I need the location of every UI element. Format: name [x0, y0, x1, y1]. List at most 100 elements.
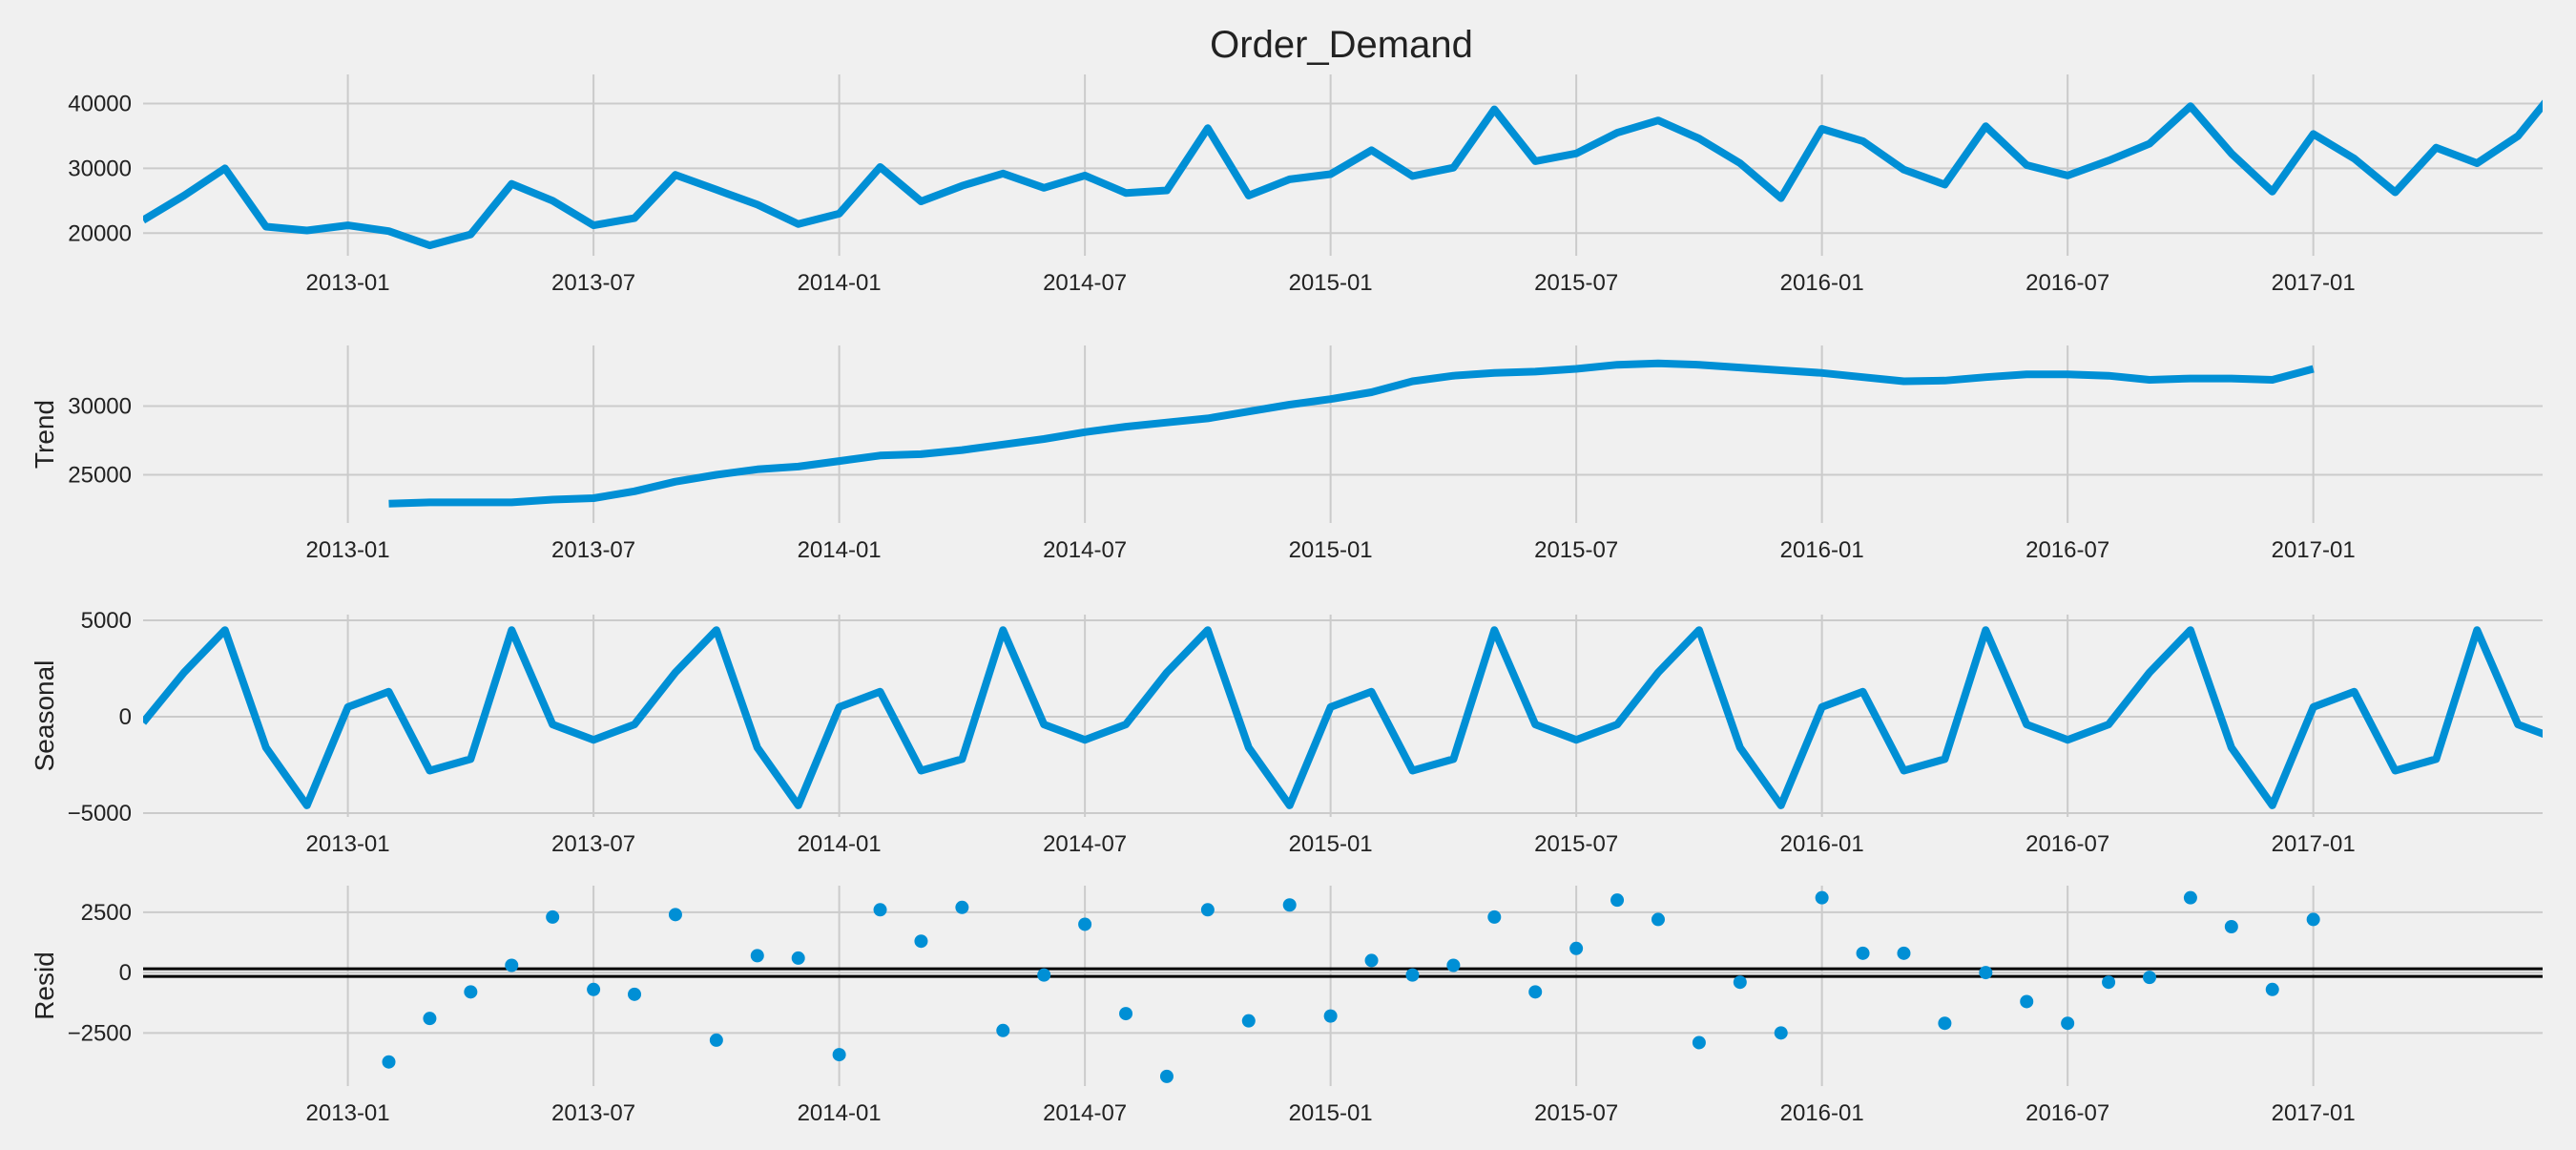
resid-point	[873, 903, 887, 917]
x-tick-label: 2015-01	[1289, 270, 1373, 296]
resid-point	[1610, 893, 1625, 908]
x-tick-label: 2014-01	[798, 1100, 882, 1126]
chart-title: Order_Demand	[1210, 24, 1473, 66]
resid-point	[2306, 912, 2320, 927]
x-tick-label: 2013-01	[306, 1100, 390, 1126]
resid-point	[2102, 975, 2116, 990]
x-tick-label: 2017-01	[2272, 831, 2356, 857]
resid-point	[1938, 1016, 1952, 1031]
resid-point	[1364, 953, 1379, 968]
x-tick-label: 2013-01	[306, 270, 390, 296]
resid-point	[1405, 968, 1420, 982]
y-tick-label: 25000	[68, 463, 132, 489]
x-tick-label: 2014-07	[1043, 270, 1127, 296]
x-tick-label: 2017-01	[2272, 1100, 2356, 1126]
panel-trend: 2013-01 2013-07 2014-01 2014-07 2015-01 2015-…	[30, 345, 2543, 563]
x-tick-label: 2013-07	[551, 270, 635, 296]
resid-point	[668, 908, 682, 922]
series-line-observed	[143, 99, 2543, 250]
resid-point	[1774, 1026, 1788, 1040]
y-axis-label: Trend	[30, 400, 59, 469]
x-tick-label: 2016-01	[1780, 1100, 1864, 1126]
x-tick-label: 2017-01	[2272, 537, 2356, 563]
y-tick-label: 2500	[81, 900, 132, 926]
resid-point	[1692, 1035, 1706, 1050]
resid-point	[1897, 946, 1911, 960]
resid-point	[423, 1012, 437, 1026]
resid-point	[1037, 968, 1051, 982]
x-tick-label: 2014-01	[798, 537, 882, 563]
x-tick-label: 2016-07	[2025, 1100, 2109, 1126]
x-tick-label: 2013-07	[551, 537, 635, 563]
resid-point	[1979, 966, 1993, 980]
resid-point	[955, 900, 969, 914]
series-line-trend	[388, 359, 2315, 508]
y-tick-label: 0	[119, 960, 132, 986]
x-tick-label: 2016-07	[2025, 270, 2109, 296]
x-tick-label: 2014-07	[1043, 831, 1127, 857]
resid-point	[1323, 1009, 1338, 1023]
resid-point	[2142, 971, 2156, 985]
resid-point	[1078, 917, 1092, 931]
resid-point	[709, 1033, 723, 1047]
x-tick-label: 2016-07	[2025, 831, 2109, 857]
resid-point	[1119, 1007, 1133, 1021]
x-tick-label: 2014-07	[1043, 1100, 1127, 1126]
resid-point	[1569, 941, 1584, 955]
y-axis-label: Resid	[30, 951, 59, 1020]
x-tick-label: 2015-01	[1289, 537, 1373, 563]
y-tick-label: 40000	[68, 92, 132, 117]
resid-point	[2020, 994, 2034, 1009]
x-tick-label: 2016-01	[1780, 537, 1864, 563]
resid-point	[1446, 958, 1461, 972]
x-tick-label: 2015-07	[1534, 270, 1618, 296]
x-tick-label: 2013-01	[306, 831, 390, 857]
resid-point	[1856, 946, 1870, 960]
resid-point	[1651, 912, 1665, 927]
resid-point	[791, 951, 805, 965]
x-tick-label: 2013-01	[306, 537, 390, 563]
resid-point	[2183, 890, 2197, 905]
resid-point	[996, 1023, 1010, 1037]
resid-point	[2265, 982, 2279, 996]
x-tick-label: 2015-07	[1534, 537, 1618, 563]
resid-point	[505, 958, 519, 972]
y-tick-label: 5000	[81, 608, 132, 634]
resid-point	[1487, 910, 1502, 924]
x-tick-label: 2015-07	[1534, 1100, 1618, 1126]
resid-point	[914, 934, 928, 949]
x-tick-label: 2017-01	[2272, 270, 2356, 296]
x-tick-label: 2016-01	[1780, 270, 1864, 296]
x-tick-label: 2013-07	[551, 1100, 635, 1126]
panel-seasonal: 2013-01 2013-07 2014-01 2014-07 2015-01 2015-…	[30, 608, 2543, 857]
resid-point	[546, 910, 560, 924]
resid-point	[2224, 920, 2238, 934]
panel-resid: 2013-01 2013-07 2014-01 2014-07 2015-01 2015-…	[30, 886, 2543, 1126]
panel-observed: 2013-01 2013-07 2014-01 2014-07 2015-01 2015-…	[68, 74, 2543, 296]
x-tick-label: 2014-01	[798, 831, 882, 857]
x-tick-label: 2015-01	[1289, 1100, 1373, 1126]
resid-point	[382, 1055, 396, 1069]
y-tick-label: 20000	[68, 220, 132, 246]
resid-point	[1528, 985, 1543, 999]
resid-point	[750, 949, 764, 963]
x-tick-label: 2015-01	[1289, 831, 1373, 857]
y-tick-label: 30000	[68, 393, 132, 419]
resid-point	[628, 987, 642, 1001]
resid-point	[1159, 1069, 1174, 1083]
resid-point	[1200, 903, 1215, 917]
x-tick-label: 2014-01	[798, 270, 882, 296]
resid-point	[1815, 890, 1829, 905]
series-line-seasonal	[143, 626, 2543, 809]
resid-point	[464, 985, 478, 999]
resid-point	[2061, 1016, 2075, 1031]
x-tick-label: 2016-01	[1780, 831, 1864, 857]
resid-point	[1282, 898, 1297, 912]
resid-point	[1733, 975, 1747, 990]
x-tick-label: 2016-07	[2025, 537, 2109, 563]
resid-point	[1241, 1014, 1256, 1028]
y-tick-label: −2500	[68, 1020, 132, 1046]
y-tick-label: −5000	[68, 801, 132, 826]
